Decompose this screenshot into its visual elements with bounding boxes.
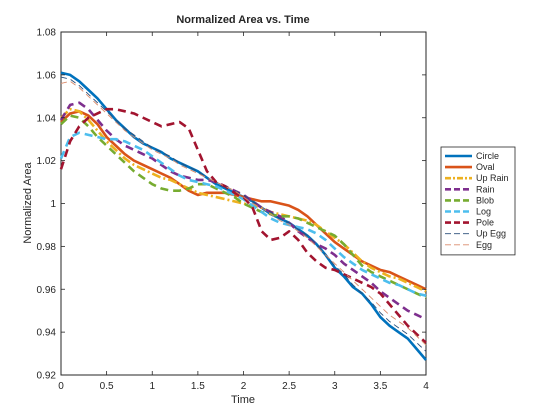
legend-box xyxy=(440,146,516,256)
series-layer xyxy=(59,71,427,361)
y-tick-label: 1.02 xyxy=(37,156,57,167)
y-tick-label: 1.06 xyxy=(37,70,57,81)
series-line-blob xyxy=(60,114,427,300)
y-tick-label: 1.08 xyxy=(37,28,57,39)
y-tick-label: 0.96 xyxy=(37,285,57,296)
legend-label: Oval xyxy=(476,162,495,172)
series-line-log xyxy=(59,131,427,297)
y-tick-label: 0.98 xyxy=(37,242,57,253)
legend-label: Log xyxy=(476,207,491,217)
legend-label: Blob xyxy=(476,195,494,205)
legend-label: Up Rain xyxy=(476,173,509,183)
legend-label: Up Egg xyxy=(476,229,506,239)
y-tick-label: 0.94 xyxy=(37,328,57,339)
legend-label: Circle xyxy=(476,151,499,161)
x-axis-label: Time xyxy=(231,394,255,406)
legend-label: Egg xyxy=(476,240,492,250)
y-tick-label: 1 xyxy=(50,199,56,210)
legend-label: Rain xyxy=(476,184,495,194)
x-tick-label: 3 xyxy=(332,381,338,392)
plot-area: 0 0.5 1 1.5 2 2.5 3 3.5 4 0.92 0.94 0.96 0.98 1 1.02 1.… xyxy=(37,28,430,393)
axes-box xyxy=(60,31,427,376)
x-tick-label: 1 xyxy=(149,381,155,392)
y-tick-label: 1.04 xyxy=(37,113,57,124)
x-tick-label: 1.5 xyxy=(191,381,205,392)
series-line-egg xyxy=(60,80,427,346)
x-tick-label: 0 xyxy=(58,381,64,392)
chart-title: Normalized Area vs. Time xyxy=(176,14,309,26)
x-tick-label: 0.5 xyxy=(100,381,114,392)
legend-label: Pole xyxy=(476,218,494,228)
tick-layer: 0 0.5 1 1.5 2 2.5 3 3.5 4 0.92 0.94 0.96 0.98 1 1.02 1.… xyxy=(37,28,430,393)
y-tick-label: 0.92 xyxy=(37,371,57,382)
x-tick-label: 2 xyxy=(241,381,247,392)
series-line-rain xyxy=(59,101,427,321)
y-axis-label: Normalized Area xyxy=(22,161,34,243)
x-tick-label: 4 xyxy=(423,381,429,392)
series-line-pole xyxy=(59,107,427,344)
x-tick-label: 3.5 xyxy=(373,381,387,392)
x-tick-label: 2.5 xyxy=(282,381,296,392)
